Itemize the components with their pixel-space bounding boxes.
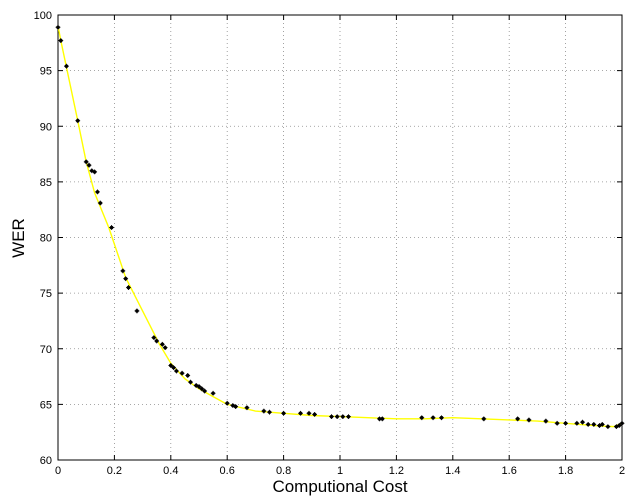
y-tick-label: 75 bbox=[40, 288, 52, 300]
data-point bbox=[185, 373, 191, 378]
x-tick-label: 1 bbox=[337, 465, 343, 477]
y-tick-label: 85 bbox=[40, 177, 52, 189]
x-tick-label: 0.8 bbox=[276, 465, 291, 477]
data-point bbox=[123, 276, 129, 282]
data-point bbox=[267, 409, 272, 415]
data-point bbox=[346, 414, 351, 420]
data-point bbox=[168, 363, 174, 368]
data-point bbox=[379, 416, 385, 422]
y-tick-label: 60 bbox=[40, 455, 52, 467]
x-tick-label: 1.6 bbox=[502, 465, 517, 477]
data-point bbox=[210, 390, 216, 396]
data-point bbox=[605, 424, 611, 430]
data-point bbox=[439, 415, 444, 421]
data-point bbox=[306, 410, 312, 416]
data-point bbox=[580, 419, 585, 425]
data-point bbox=[298, 410, 303, 416]
data-point bbox=[64, 63, 69, 69]
data-point bbox=[329, 414, 334, 420]
data-point bbox=[563, 420, 568, 426]
data-point bbox=[109, 225, 114, 230]
data-point bbox=[312, 411, 318, 417]
data-point bbox=[419, 415, 425, 421]
y-axis-label: WER bbox=[9, 218, 28, 258]
data-point bbox=[233, 404, 239, 409]
data-point bbox=[554, 420, 560, 426]
x-tick-label: 1.4 bbox=[445, 465, 460, 477]
data-point bbox=[83, 159, 89, 165]
y-tick-label: 95 bbox=[40, 66, 52, 78]
data-point bbox=[55, 24, 61, 30]
data-point bbox=[224, 400, 230, 406]
data-point bbox=[599, 422, 605, 427]
data-point bbox=[199, 386, 205, 392]
x-tick-label: 0.2 bbox=[107, 465, 122, 477]
data-point bbox=[202, 388, 208, 394]
data-point bbox=[126, 285, 131, 290]
data-point bbox=[58, 38, 64, 43]
data-point bbox=[619, 420, 625, 426]
x-tick-label: 0.4 bbox=[163, 465, 178, 477]
data-point bbox=[526, 417, 532, 423]
ticks-layer: 0 0.2 0.4 0.6 0.8 1 1.2 1.4 1.6 1.8 2 60 65 70 75 80 85 9… bbox=[34, 10, 625, 477]
data-point bbox=[75, 118, 81, 124]
data-point bbox=[340, 414, 346, 420]
data-point bbox=[86, 162, 92, 168]
data-point bbox=[154, 338, 160, 344]
data-point bbox=[92, 169, 98, 175]
data-point bbox=[174, 368, 179, 374]
x-tick-label: 1.2 bbox=[389, 465, 404, 477]
x-tick-label: 2 bbox=[619, 465, 625, 477]
data-point bbox=[244, 405, 250, 411]
data-point bbox=[179, 370, 185, 376]
y-tick-label: 100 bbox=[34, 10, 52, 22]
x-axis-label: Computional Cost bbox=[272, 477, 407, 496]
data-point bbox=[430, 415, 436, 421]
data-point bbox=[585, 422, 591, 427]
y-tick-label: 80 bbox=[40, 233, 52, 245]
y-tick-label: 90 bbox=[40, 121, 52, 133]
data-point bbox=[188, 379, 193, 385]
data-point bbox=[591, 422, 597, 427]
data-point bbox=[281, 410, 286, 416]
data-point bbox=[162, 345, 168, 351]
data-point bbox=[334, 414, 340, 420]
data-point bbox=[151, 335, 157, 341]
x-tick-label: 0 bbox=[55, 465, 61, 477]
data-point bbox=[95, 189, 100, 195]
y-tick-label: 65 bbox=[40, 399, 52, 411]
data-point bbox=[171, 365, 177, 371]
data-point bbox=[616, 423, 622, 428]
data-point bbox=[97, 200, 103, 206]
data-point bbox=[481, 416, 487, 422]
x-tick-label: 1.8 bbox=[558, 465, 573, 477]
series-layer bbox=[55, 24, 625, 430]
y-tick-label: 70 bbox=[40, 344, 52, 356]
data-point bbox=[261, 408, 267, 414]
fit-curve-line bbox=[57, 25, 623, 428]
x-tick-label: 0.6 bbox=[220, 465, 235, 477]
data-point bbox=[120, 268, 126, 274]
data-point bbox=[543, 418, 549, 424]
data-point bbox=[196, 384, 202, 389]
data-point bbox=[574, 420, 580, 426]
data-point bbox=[134, 308, 140, 314]
data-point bbox=[159, 341, 165, 347]
plot-background bbox=[58, 15, 622, 460]
data-point bbox=[515, 416, 521, 422]
